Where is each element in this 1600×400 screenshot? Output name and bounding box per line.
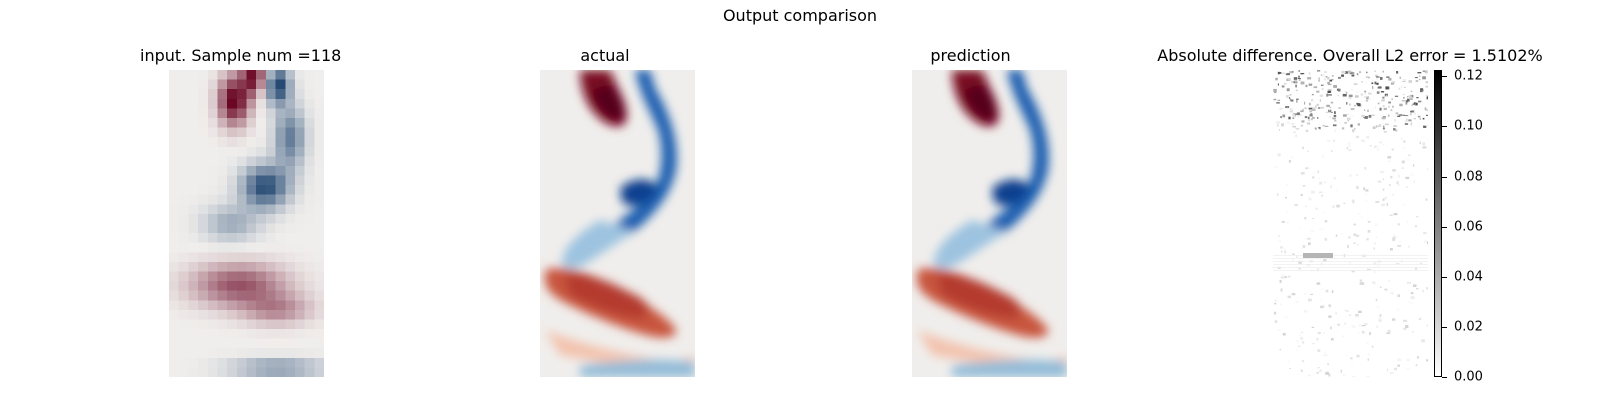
colorbar-tick-label: 0.06: [1454, 219, 1483, 235]
colorbar-tick-label: 0.02: [1454, 319, 1483, 335]
panel-title-actual: actual: [580, 46, 630, 65]
panel-title-prediction: prediction: [930, 46, 1011, 65]
difference-field-heatmap: [1273, 70, 1428, 377]
colorbar-tick: [1442, 226, 1447, 228]
colorbar-tick-label: 0.04: [1454, 269, 1483, 285]
actual-field-heatmap: [540, 70, 695, 377]
prediction-field-heatmap: [912, 70, 1067, 377]
panel-title-diff: Absolute difference. Overall L2 error = …: [1157, 46, 1543, 65]
colorbar-tick: [1442, 126, 1447, 128]
colorbar-gradient: [1434, 70, 1442, 377]
colorbar-tick: [1442, 276, 1447, 278]
colorbar-tick-label: 0.00: [1454, 369, 1483, 385]
colorbar-tick-label: 0.10: [1454, 118, 1483, 134]
colorbar-tick-label: 0.08: [1454, 169, 1483, 184]
colorbar: 0.00 0.02 0.04 0.06 0.08 0.10 0.12: [1434, 69, 1483, 385]
colorbar-tick: [1442, 377, 1447, 378]
colorbar-tick: [1442, 176, 1447, 178]
colorbar-tick: [1442, 326, 1447, 328]
suptitle: Output comparison: [722, 6, 878, 25]
colorbar-tick: [1442, 76, 1447, 78]
panel-title-input: input. Sample num =118: [140, 46, 342, 65]
colorbar-tick-label: 0.12: [1454, 68, 1483, 84]
input-field-heatmap: [169, 70, 324, 377]
